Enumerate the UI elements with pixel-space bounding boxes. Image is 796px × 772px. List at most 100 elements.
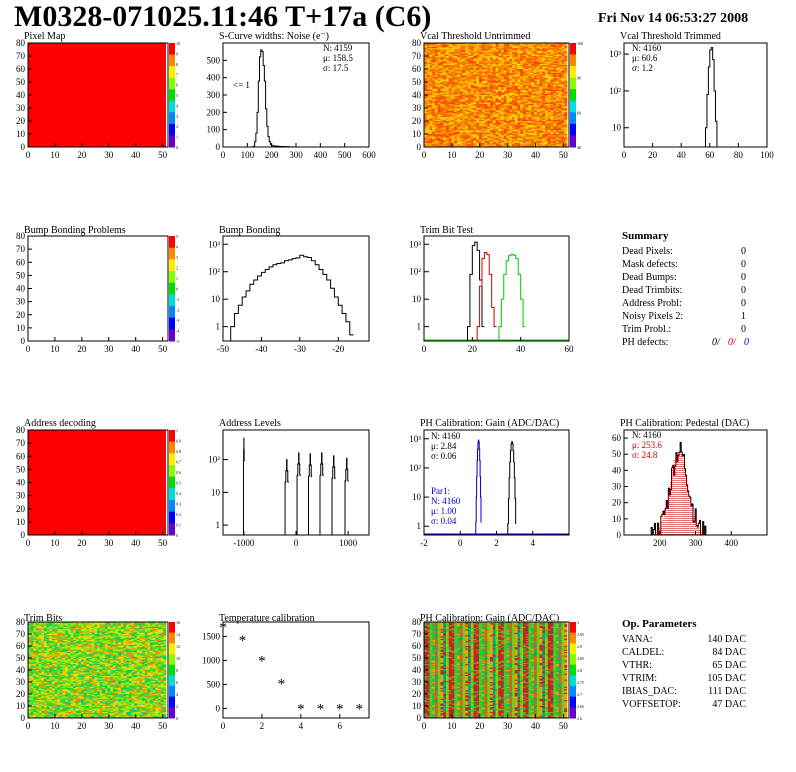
vcal-untrimmed-cell xyxy=(558,141,562,144)
pixel-map-palette-cell xyxy=(169,112,175,125)
vcal-untrimmed-cell xyxy=(539,144,543,146)
vcal-untrimmed-cell xyxy=(509,106,513,109)
vcal-untrimmed-cell xyxy=(457,134,461,136)
trim-bits-cell xyxy=(81,626,85,629)
vcal-untrimmed-cell xyxy=(514,119,518,122)
vcal-untrimmed-cell xyxy=(498,98,502,101)
vcal-untrimmed-cell xyxy=(446,100,450,102)
vcal-untrimmed-cell xyxy=(484,56,488,58)
vcal-untrimmed-cell xyxy=(534,136,538,139)
bump-problems-palette-cell xyxy=(169,306,175,319)
vcal-untrimmed-cell xyxy=(550,87,554,89)
vcal-untrimmed-cell xyxy=(468,66,472,68)
vcal-untrimmed-cell xyxy=(539,59,543,62)
vcal-untrimmed-cell xyxy=(534,84,538,87)
vcal-untrimmed-cell xyxy=(512,84,516,87)
vcal-untrimmed-cell xyxy=(448,85,452,88)
vcal-untrimmed-cell xyxy=(432,141,436,144)
vcal-untrimmed-cell xyxy=(556,144,560,146)
vcal-untrimmed-cell xyxy=(550,123,554,126)
vcal-untrimmed-cell xyxy=(465,101,469,104)
vcal-untrimmed-cell xyxy=(443,115,447,118)
trim-bits-cell xyxy=(97,622,100,624)
vcal-untrimmed-cell xyxy=(558,70,562,72)
vcal-untrimmed-cell xyxy=(470,62,474,65)
vcal-untrimmed-cell xyxy=(451,114,455,117)
vcal-untrimmed-cell xyxy=(506,59,510,62)
vcal-untrimmed-cell xyxy=(550,62,554,65)
address-decoding-palette-cell xyxy=(169,465,175,478)
vcal-untrimmed-cell xyxy=(484,72,488,75)
vcal-untrimmed-cell xyxy=(523,43,527,45)
vcal-untrimmed-cell xyxy=(424,108,428,110)
vcal-untrimmed-cell xyxy=(468,53,472,55)
vcal-untrimmed-cell xyxy=(561,57,565,59)
vcal-untrimmed-cell xyxy=(462,100,466,102)
trim-bits-cell xyxy=(139,629,143,631)
vcal-untrimmed-cell xyxy=(451,139,455,141)
vcal-untrimmed-cell xyxy=(550,49,554,52)
vcal-untrimmed-cell xyxy=(476,113,480,115)
vcal-untrimmed-cell xyxy=(470,49,474,52)
vcal-untrimmed-cell xyxy=(528,114,532,117)
vcal-untrimmed-cell xyxy=(476,65,480,67)
vcal-untrimmed-cell xyxy=(468,71,472,74)
trim-bits-cell xyxy=(75,625,79,628)
vcal-untrimmed-cell xyxy=(429,85,433,88)
vcal-untrimmed-cell xyxy=(520,88,524,91)
vcal-untrimmed-cell xyxy=(539,66,543,68)
vcal-untrimmed-cell xyxy=(523,139,527,141)
vcal-untrimmed-cell xyxy=(490,126,494,128)
vcal-untrimmed-cell xyxy=(498,56,502,58)
vcal-untrimmed-cell xyxy=(492,65,496,67)
vcal-untrimmed-cell xyxy=(547,121,551,123)
vcal-untrimmed-cell xyxy=(520,75,524,78)
vcal-untrimmed-cell xyxy=(525,113,529,115)
ph-pedestal-plot xyxy=(648,441,707,536)
pixel-map-palette-cell xyxy=(169,66,175,79)
vcal-untrimmed-cell xyxy=(536,61,540,63)
vcal-untrimmed-cell xyxy=(556,110,560,113)
vcal-untrimmed-cell xyxy=(545,88,549,91)
vcal-untrimmed-cell xyxy=(462,58,466,61)
vcal-untrimmed-cell xyxy=(490,143,494,145)
trim-bits-cell xyxy=(67,629,71,631)
vcal-untrimmed-cell xyxy=(531,53,535,55)
vcal-untrimmed-cell xyxy=(424,141,428,144)
vcal-untrimmed-cell xyxy=(531,83,535,85)
vcal-untrimmed-cell xyxy=(459,56,463,58)
vcal-untrimmed-cell xyxy=(487,100,491,102)
trim-bits-title: Trim Bits xyxy=(24,613,62,624)
pixel-map-ytick-label: 70 xyxy=(16,51,26,61)
vcal-untrimmed-cell xyxy=(484,135,488,137)
address-levels-series xyxy=(319,452,324,535)
vcal-untrimmed-cell xyxy=(451,54,455,57)
vcal-untrimmed-cell xyxy=(462,66,466,68)
vcal-untrimmed-cell xyxy=(503,70,507,72)
vcal-untrimmed-cell xyxy=(426,139,430,141)
vcal-untrimmed-cell xyxy=(492,58,496,61)
vcal-untrimmed-cell xyxy=(448,118,452,120)
vcal-untrimmed-cell xyxy=(465,45,469,48)
vcal-untrimmed-cell xyxy=(462,105,466,107)
vcal-untrimmed-cell xyxy=(517,62,521,65)
vcal-untrimmed-cell xyxy=(443,110,447,113)
vcal-untrimmed-cell xyxy=(553,137,557,140)
vcal-untrimmed-cell xyxy=(481,76,485,79)
vcal-untrimmed-cell xyxy=(531,54,535,57)
vcal-untrimmed-cell xyxy=(547,82,551,84)
vcal-untrimmed-cell xyxy=(501,53,505,55)
vcal-untrimmed-cell xyxy=(495,106,499,109)
vcal-untrimmed-cell xyxy=(512,101,516,104)
vcal-untrimmed-cell xyxy=(561,132,565,135)
trim-bits-cell xyxy=(139,626,143,629)
vcal-untrimmed-cell xyxy=(484,128,488,131)
vcal-untrimmed-cell xyxy=(547,106,551,109)
vcal-untrimmed-cell xyxy=(561,52,565,54)
vcal-untrimmed-cell xyxy=(501,100,505,102)
vcal-untrimmed-cell xyxy=(553,66,557,68)
vcal-untrimmed-cell xyxy=(514,98,518,101)
vcal-untrimmed-cell xyxy=(426,74,430,76)
vcal-untrimmed-cell xyxy=(462,98,466,101)
vcal-untrimmed-cell xyxy=(528,54,532,57)
